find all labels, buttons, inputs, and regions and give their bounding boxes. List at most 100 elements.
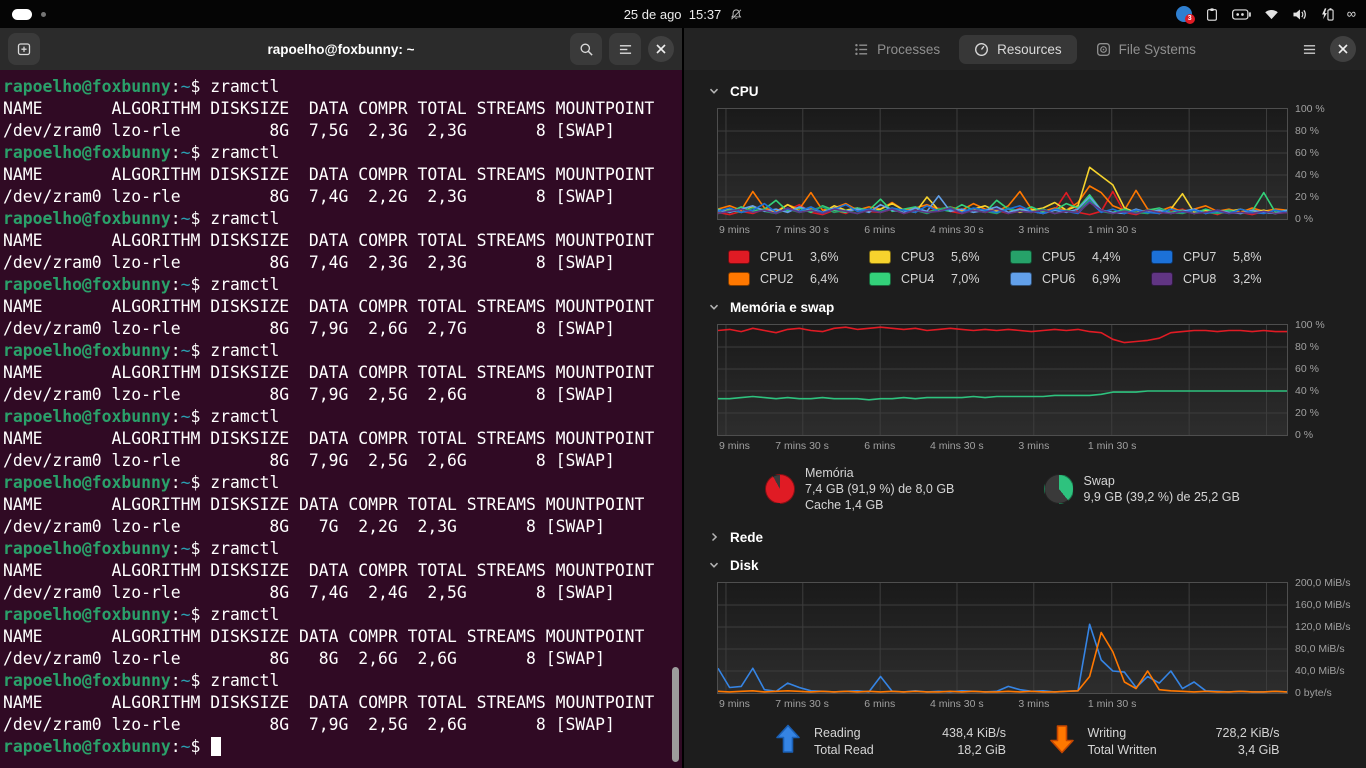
y-axis-label: 80 % xyxy=(1295,341,1319,353)
notifications-disabled-icon xyxy=(729,8,742,21)
memory-chart xyxy=(717,324,1288,436)
total-read-label: Total Read xyxy=(814,743,874,757)
terminal-headerbar: rapoelho@foxbunny: ~ xyxy=(0,28,682,70)
infinity-icon: ∞ xyxy=(1346,6,1356,21)
cpu-name: CPU7 xyxy=(1183,250,1217,264)
app-indicator-icon[interactable]: 3 xyxy=(1175,6,1195,24)
terminal-window: rapoelho@foxbunny: ~ rapoelho@foxbunny:~… xyxy=(0,28,683,768)
zramctl-data-line: /dev/zram0 lzo-rle 8G 7G 2,2G 2,3G 8 [SW… xyxy=(3,517,605,536)
x-axis-label: 6 mins xyxy=(864,440,896,452)
x-axis-label: 9 mins xyxy=(719,698,750,710)
chevron-down-icon xyxy=(708,559,720,571)
disk-writing-item: Writing 728,2 KiB/s Total Written 3,4 Gi… xyxy=(1049,724,1323,757)
tab-resources[interactable]: Resources xyxy=(959,34,1077,64)
cpu-usage-value: 5,8% xyxy=(1233,250,1262,264)
cpu-color-swatch xyxy=(869,272,891,286)
cpu-usage-value: 5,6% xyxy=(951,250,980,264)
cpu-chart xyxy=(717,108,1288,220)
y-axis-label: 200,0 MiB/s xyxy=(1295,577,1351,589)
workspace-indicator[interactable] xyxy=(12,8,46,20)
zramctl-header-line: NAME ALGORITHM DISKSIZE DATA COMPR TOTAL… xyxy=(3,165,655,184)
battery-charging-icon[interactable] xyxy=(1320,7,1334,22)
section-network-header[interactable]: Rede xyxy=(708,526,1362,548)
section-title: Disk xyxy=(730,557,759,573)
x-axis-label: 6 mins xyxy=(864,224,896,236)
primary-menu-icon[interactable] xyxy=(1302,43,1317,56)
terminal-prompt-line: rapoelho@foxbunny:~$ zramctl xyxy=(3,407,280,426)
clipboard-icon[interactable] xyxy=(1205,7,1219,22)
cpu-color-swatch xyxy=(1151,272,1173,286)
cpu-name: CPU2 xyxy=(760,272,794,286)
swap-label: Swap xyxy=(1083,474,1115,488)
cpu-usage-value: 7,0% xyxy=(951,272,980,286)
terminal-prompt-line: rapoelho@foxbunny:~$ zramctl xyxy=(3,341,280,360)
arrow-down-icon xyxy=(1049,724,1075,754)
menu-button[interactable] xyxy=(609,33,641,65)
disk-y-axis: 200,0 MiB/s 160,0 MiB/s 120,0 MiB/s 80,0 Mi… xyxy=(1288,577,1362,699)
cpu-color-swatch xyxy=(1010,272,1032,286)
close-button[interactable] xyxy=(648,36,674,62)
clock-menu[interactable]: 25 de ago 15:37 xyxy=(624,7,743,22)
close-button[interactable] xyxy=(1330,36,1356,62)
tab-label: Resources xyxy=(997,41,1062,57)
section-cpu-header[interactable]: CPU xyxy=(708,80,1362,102)
cpu-legend-item: CPU3 5,6% xyxy=(869,246,1010,268)
terminal-screen[interactable]: rapoelho@foxbunny:~$ zramctl NAME ALGORIT… xyxy=(0,70,682,768)
system-tray[interactable]: 3 ∞ xyxy=(1175,0,1356,28)
wifi-icon[interactable] xyxy=(1264,8,1279,20)
terminal-title: rapoelho@foxbunny: ~ xyxy=(267,41,415,57)
y-axis-label: 60 % xyxy=(1295,363,1319,375)
total-written-label: Total Written xyxy=(1087,743,1157,757)
x-axis-label: 7 mins 30 s xyxy=(775,440,829,452)
zramctl-data-line: /dev/zram0 lzo-rle 8G 8G 2,6G 2,6G 8 [SW… xyxy=(3,649,605,668)
cpu-y-axis: 100 % 80 % 60 % 40 % 20 % 0 % xyxy=(1288,103,1362,225)
zramctl-data-line: /dev/zram0 lzo-rle 8G 7,9G 2,6G 2,7G 8 [… xyxy=(3,319,615,338)
zramctl-data-line: /dev/zram0 lzo-rle 8G 7,9G 2,5G 2,6G 8 [… xyxy=(3,451,615,470)
x-axis-label: 3 mins xyxy=(1018,440,1050,452)
cpu-x-axis: 9 mins 7 mins 30 s 6 mins 4 mins 30 s 3 mins… xyxy=(717,220,1288,238)
system-monitor-window: Processes Resources File Systems xyxy=(684,28,1366,768)
new-tab-button[interactable] xyxy=(8,33,40,65)
tab-file-systems[interactable]: File Systems xyxy=(1081,35,1211,64)
resources-panel: CPU 100 % 80 % 60 % 40 % 20 % 0 % 9 mins 7 min… xyxy=(684,70,1366,757)
memory-summary: Memória 7,4 GB (91,9 %) de 8,0 GB Cache … xyxy=(765,464,1322,514)
cpu-chart-row: 100 % 80 % 60 % 40 % 20 % 0 % xyxy=(717,103,1362,225)
total-written-value: 3,4 GiB xyxy=(1237,743,1280,757)
reading-label: Reading xyxy=(814,726,861,740)
terminal-prompt-line: rapoelho@foxbunny:~$ zramctl xyxy=(3,671,280,690)
zramctl-header-line: NAME ALGORITHM DISKSIZE DATA COMPR TOTAL… xyxy=(3,495,645,514)
terminal-prompt-line: rapoelho@foxbunny:~$ xyxy=(3,736,682,758)
terminal-prompt-line: rapoelho@foxbunny:~$ zramctl xyxy=(3,143,280,162)
disk-legend: Reading 438,4 KiB/s Total Read 18,2 GiB … xyxy=(775,724,1322,757)
memory-usage-item: Memória 7,4 GB (91,9 %) de 8,0 GB Cache … xyxy=(765,464,1044,514)
terminal-prompt-line: rapoelho@foxbunny:~$ zramctl xyxy=(3,605,280,624)
memory-x-axis: 9 mins 7 mins 30 s 6 mins 4 mins 30 s 3 mins… xyxy=(717,436,1288,454)
cpu-legend-item: CPU8 3,2% xyxy=(1151,268,1292,290)
chevron-down-icon xyxy=(708,85,720,97)
terminal-prompt-line: rapoelho@foxbunny:~$ zramctl xyxy=(3,275,280,294)
y-axis-label: 100 % xyxy=(1295,103,1325,115)
section-memory-header[interactable]: Memória e swap xyxy=(708,296,1362,318)
x-axis-label: 7 mins 30 s xyxy=(775,224,829,236)
battery-horizontal-icon[interactable] xyxy=(1231,8,1251,20)
terminal-scrollbar[interactable] xyxy=(672,667,679,762)
terminal-actions xyxy=(570,33,674,65)
writing-label: Writing xyxy=(1087,726,1127,740)
monitor-tabs: Processes Resources File Systems xyxy=(839,34,1211,64)
section-title: Memória e swap xyxy=(730,299,835,315)
x-axis-label: 1 min 30 s xyxy=(1087,440,1137,452)
x-axis-label: 3 mins xyxy=(1018,698,1050,710)
chevron-right-icon xyxy=(708,531,720,543)
volume-icon[interactable] xyxy=(1292,8,1307,21)
tab-processes[interactable]: Processes xyxy=(839,35,955,64)
cpu-legend-item: CPU4 7,0% xyxy=(869,268,1010,290)
x-axis-label: 4 mins 30 s xyxy=(929,698,984,710)
section-disk-header[interactable]: Disk xyxy=(708,554,1362,576)
search-button[interactable] xyxy=(570,33,602,65)
active-workspace-pill[interactable] xyxy=(12,8,32,20)
y-axis-label: 40 % xyxy=(1295,385,1319,397)
y-axis-label: 0 % xyxy=(1295,213,1314,225)
workspace-dot[interactable] xyxy=(41,11,46,17)
cpu-usage-value: 6,9% xyxy=(1092,272,1121,286)
